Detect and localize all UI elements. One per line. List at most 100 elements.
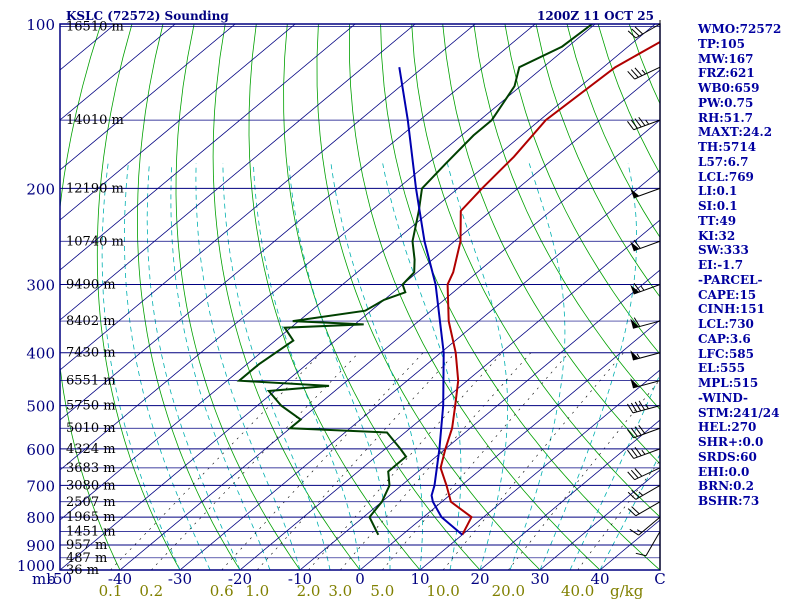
wind-barb-full (630, 469, 639, 479)
index-line: PW:0.75 (698, 95, 754, 110)
height-label: 487 m (66, 551, 107, 566)
pressure-label: 700 (26, 477, 55, 495)
mixing-ratio-label: 1.0 (245, 582, 269, 600)
dry-adiabat (136, 24, 241, 570)
wind-barb (630, 239, 661, 252)
index-line: -PARCEL- (698, 272, 763, 287)
wind-barb-full (634, 468, 643, 477)
isotherm (60, 24, 536, 421)
wind-barb-full (633, 239, 641, 249)
index-line: TH:5714 (698, 140, 757, 154)
mixing-ratio-label: 20.0 (492, 582, 525, 600)
height-label: 3683 m (66, 461, 116, 476)
isotherm (60, 24, 176, 121)
plot-frame (59, 23, 661, 571)
temperature-tick-label: 10 (410, 570, 429, 588)
index-line: MPL:515 (698, 376, 759, 390)
height-label: 1965 m (66, 510, 116, 525)
isotherm (60, 69, 660, 570)
height-label: 3080 m (66, 478, 116, 493)
height-label: 5750 m (66, 399, 116, 414)
index-line: LFC:585 (698, 346, 754, 361)
index-line: MW:167 (698, 51, 754, 66)
dry-adiabat (316, 24, 541, 570)
mixing-ratio-label: 0.2 (139, 582, 163, 600)
moist-adiabat (330, 163, 423, 570)
mixing-ratio-label: 3.0 (328, 582, 352, 600)
wind-barb-full (630, 448, 638, 458)
pressure-label: 800 (26, 509, 55, 527)
wind-barb-full (627, 429, 635, 439)
temperature-tick-label: -50 (48, 570, 72, 588)
wind-barb-staff (635, 23, 661, 39)
temperature-unit-label: C (654, 570, 665, 588)
wind-barb-staff (645, 531, 661, 556)
wind-barb-full (634, 26, 644, 35)
wind-barb-full (631, 506, 640, 515)
temperature-tick-label: 20 (470, 570, 489, 588)
wind-barb-full (627, 508, 637, 517)
mixing-ratio-label: 10.0 (426, 582, 459, 600)
isotherm (479, 419, 660, 570)
wind-barb-staff (633, 427, 661, 439)
wind-barb-half (636, 529, 642, 533)
isotherm (60, 24, 356, 271)
height-label: 957 m (66, 538, 107, 553)
index-line: LCL:730 (698, 317, 754, 331)
mixing-ratio-line (308, 352, 503, 570)
height-label: 9490 m (66, 278, 116, 293)
isotherm (239, 219, 660, 570)
wind-barb-full (627, 70, 635, 80)
index-line: STM:241/24 (698, 405, 780, 420)
parcel-trace (398, 67, 463, 536)
isotherm (60, 24, 416, 321)
height-label: 7430 m (66, 346, 116, 361)
wind-barb (627, 467, 661, 481)
wind-barb-full (631, 489, 640, 498)
wind-barb-half (640, 285, 645, 291)
wind-barb (630, 283, 661, 295)
wind-barb-staff (633, 119, 661, 131)
wind-barb (627, 447, 661, 459)
wind-barb (630, 187, 661, 199)
temperature-tick-label: 40 (590, 570, 609, 588)
wind-barb-full (635, 552, 647, 557)
index-line: EL:555 (698, 361, 746, 376)
index-line: TT:49 (698, 213, 737, 228)
moist-adiabat (170, 163, 271, 570)
isotherm (60, 24, 656, 521)
height-label: 12190 m (66, 181, 124, 196)
wind-barb-flag (630, 284, 640, 295)
height-label: 5010 m (66, 421, 116, 436)
moist-adiabat (146, 163, 241, 570)
wind-barb-full (630, 427, 638, 437)
index-line: TP:105 (698, 36, 746, 51)
wind-barb (627, 23, 661, 39)
wind-barb (627, 116, 661, 131)
wind-barb-full (634, 401, 642, 412)
pressure-label: 600 (26, 441, 55, 459)
wind-barb-flag (630, 241, 640, 251)
mixing-ratio-line (382, 352, 570, 570)
index-line: MAXT:24.2 (698, 125, 773, 140)
mixing-ratio-line (256, 352, 456, 570)
wind-barb-full (634, 118, 642, 128)
temperature-tick-label: 30 (530, 570, 549, 588)
pressure-label: 300 (26, 277, 55, 295)
wind-barb-full (634, 67, 643, 77)
isotherm (359, 319, 660, 570)
mixing-ratio-label: 40.0 (561, 582, 594, 600)
temperature-tick-label: -30 (168, 570, 192, 588)
height-label: 10740 m (66, 234, 124, 249)
temperature-tick-label: -20 (228, 570, 252, 588)
isotherm (539, 469, 660, 570)
pressure-label: 500 (26, 398, 55, 416)
mixing-ratio-line (442, 352, 624, 570)
index-line: CAPE:15 (698, 287, 757, 302)
wind-barb (629, 516, 661, 536)
wind-barb-staff (638, 516, 661, 536)
dry-adiabat (283, 24, 481, 570)
isotherm (60, 24, 476, 371)
index-line: EHI:0.0 (698, 464, 750, 479)
